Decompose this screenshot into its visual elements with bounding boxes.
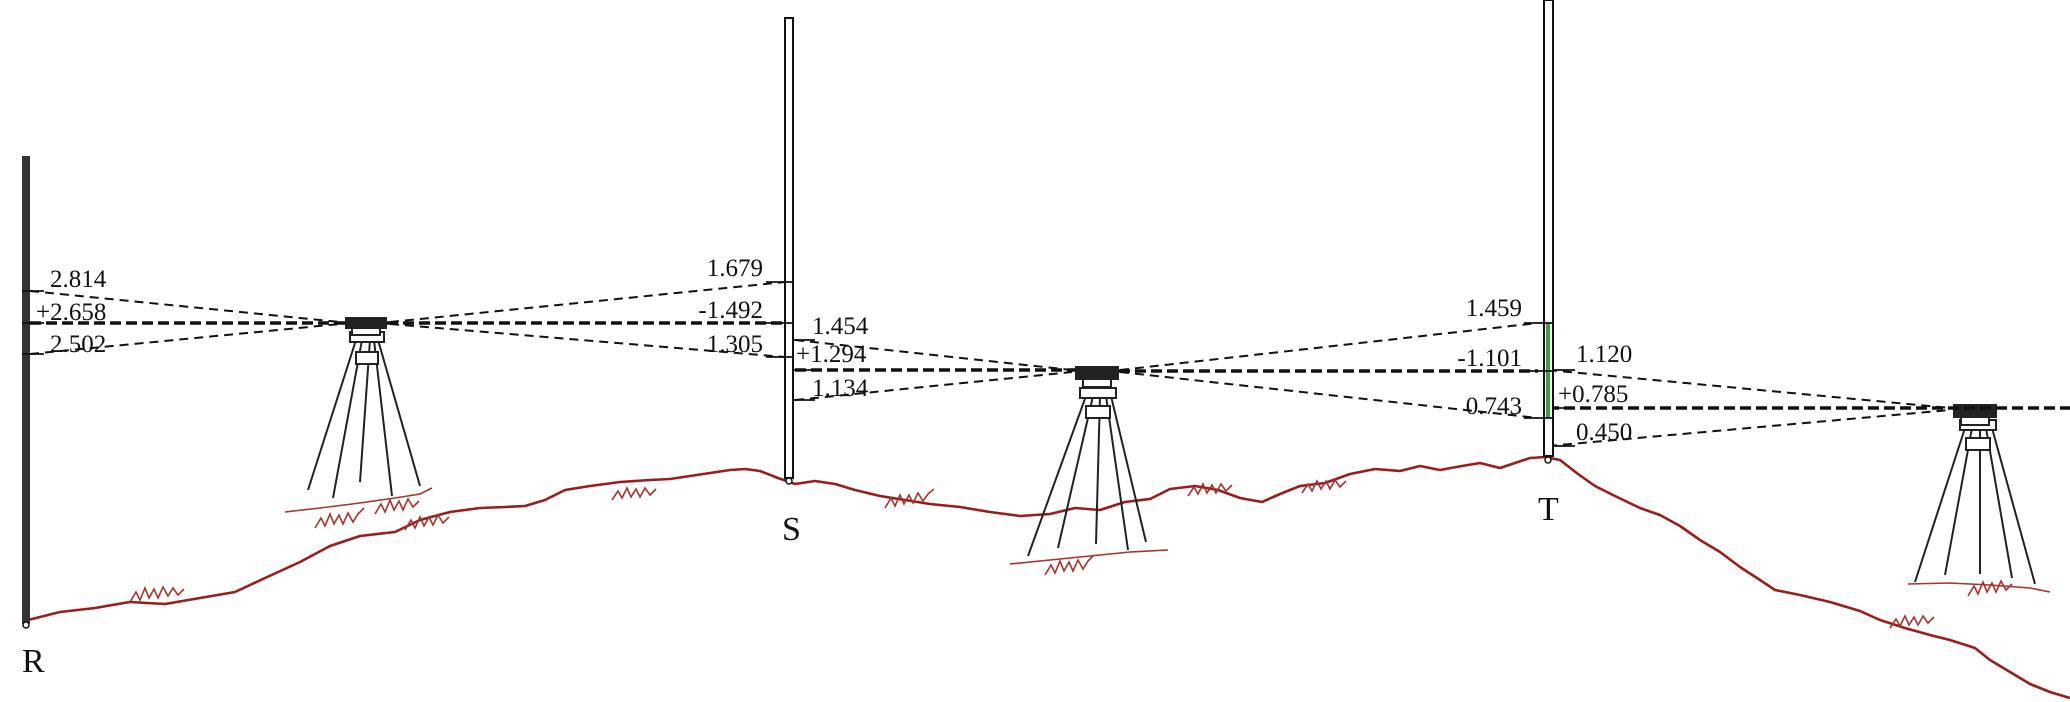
levelling-staff-icon [766,17,815,485]
readings-setup-1: 2.814 +2.658 2.502 1.679 -1.492 1.305 [36,255,763,358]
tripod-icon [1027,387,1147,557]
reading-s-fore-upper: 1.679 [707,255,763,282]
reading-t-fore-middle: -1.101 [1457,345,1522,372]
sight-lines-setup-3 [1547,369,2070,447]
reading-t-fore-lower: 0.743 [1466,393,1522,420]
station-label-r: R [22,643,45,680]
station-label-t: T [1538,491,1559,528]
tripod-1 [284,317,433,529]
station-label-s: S [782,511,801,548]
tripod-icon [1914,419,2036,585]
grass-tufts [129,478,1935,629]
reading-r-lower: 2.502 [50,331,106,358]
levelling-staff-icon [1524,0,1575,464]
levelling-staff-icon [22,156,44,629]
tripod-2 [1009,366,1169,576]
reading-s-back-upper: 1.454 [812,313,869,340]
tripod-icon [307,331,421,499]
level-instrument-icon [1075,366,1119,388]
reading-s-back-lower: 1.134 [812,375,869,402]
readings-setup-3: 1.120 +0.785 0.450 [1558,341,1632,446]
reading-s-back-middle: +1.294 [796,341,867,368]
ground-profile [27,455,2070,700]
tripod-3 [1907,404,2051,597]
reading-r-middle: +2.658 [36,299,106,326]
reading-t-back-middle: +0.785 [1558,381,1628,408]
reading-t-fore-upper: 1.459 [1466,295,1522,322]
level-instrument-icon [345,317,387,336]
sight-lines-setup-1 [29,281,786,358]
reading-s-fore-middle: -1.492 [698,297,763,324]
sight-lines-setup-2 [794,322,1539,419]
reading-t-back-lower: 0.450 [1576,419,1632,446]
reading-t-back-upper: 1.120 [1576,341,1632,368]
readings-setup-2: 1.454 +1.294 1.134 1.459 -1.101 0.743 [796,295,1522,420]
reading-s-fore-lower: 1.305 [707,331,763,358]
reading-r-upper: 2.814 [50,266,107,293]
